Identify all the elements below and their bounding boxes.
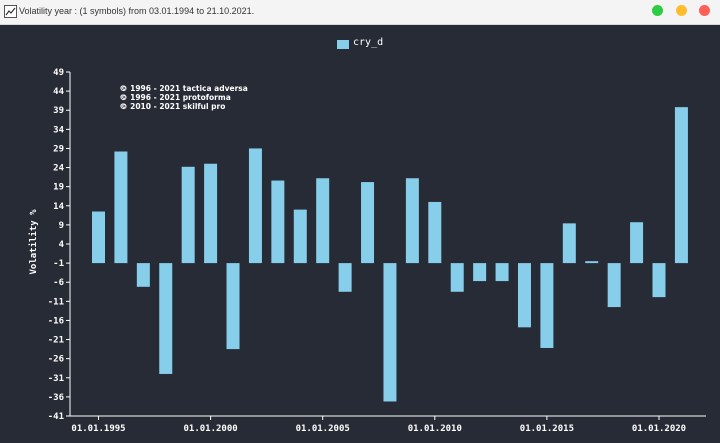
bar [428, 201, 442, 264]
bar [271, 180, 285, 264]
bar-chart: 49 44 39 34 29 24 19 14 9 4 -1 -6 -11 -16 -21 -26 -31 -36… [28, 68, 706, 434]
y-tick-label: 14 [53, 202, 64, 212]
copyright-symbol-icon [120, 85, 126, 91]
y-tick-label: -41 [48, 412, 64, 422]
x-tick-label: 01.01.2005 [296, 424, 350, 434]
chart-icon [4, 5, 17, 18]
y-axis-label: Volatility % [28, 209, 39, 275]
bar [136, 263, 150, 287]
y-tick-label: 49 [53, 68, 64, 78]
y-tick-label: 39 [53, 106, 64, 116]
y-tick-label: 4 [59, 240, 65, 250]
copyright-line: © 1996 - 2021 tactica adversa [120, 84, 248, 93]
bar [226, 263, 240, 350]
legend-label: cry_d [353, 37, 384, 48]
bar [293, 209, 307, 264]
copyright-symbol-icon [120, 103, 126, 109]
bar [204, 163, 218, 264]
bar [652, 263, 666, 298]
bar [630, 222, 644, 264]
x-tick-label: 01.01.2015 [520, 424, 574, 434]
x-tick-label: 01.01.2020 [632, 424, 686, 434]
copyright-symbol-icon [120, 94, 126, 100]
bar [585, 261, 599, 264]
y-tick-label: 34 [53, 125, 64, 135]
copyright-line: © 2010 - 2021 skilful pro [120, 102, 226, 111]
bar [607, 263, 621, 308]
window-close-button[interactable] [652, 5, 663, 16]
bar [517, 263, 531, 328]
legend-swatch [337, 40, 349, 49]
bar [361, 182, 375, 264]
y-tick-label: -6 [53, 278, 64, 288]
bar [338, 263, 352, 292]
bar [405, 178, 419, 264]
y-tick-label: -21 [48, 336, 64, 346]
y-tick-label: 19 [53, 183, 64, 193]
y-tick-label: -11 [48, 297, 64, 307]
bar [159, 263, 173, 374]
bar [181, 166, 195, 264]
window-maximize-button[interactable] [699, 5, 710, 16]
y-tick-label: 9 [59, 221, 64, 231]
window-minimize-button[interactable] [676, 5, 687, 16]
y-tick-label: -1 [53, 259, 64, 269]
bar [674, 107, 688, 264]
x-tick-label: 01.01.2010 [408, 424, 462, 434]
bar [495, 263, 509, 282]
bar [473, 263, 487, 282]
y-tick-label: -36 [48, 393, 64, 403]
bar [92, 211, 105, 264]
x-tick-label: 01.01.2000 [184, 424, 238, 434]
bar [562, 223, 576, 264]
bar [114, 151, 128, 264]
y-tick-label: 29 [53, 144, 64, 154]
y-tick-label: 24 [53, 164, 64, 174]
y-tick-label: -26 [48, 355, 64, 365]
chart-area: 49 44 39 34 29 24 19 14 9 4 -1 -6 -11 -16 -21 -26 -31 -36… [0, 25, 720, 443]
bar [316, 178, 330, 264]
copyright-line: © 1996 - 2021 protoforma [120, 93, 231, 102]
bar [540, 263, 554, 348]
x-tick-label: 01.01.1995 [71, 424, 125, 434]
window-titlebar: Volatility year : (1 symbols) from 03.01… [0, 0, 720, 25]
bar [248, 148, 262, 264]
bar [450, 263, 464, 292]
y-tick-label: -16 [48, 316, 64, 326]
y-tick-label: 44 [53, 87, 64, 97]
y-tick-label: -31 [48, 374, 64, 384]
bar [383, 263, 397, 402]
window-title: Volatility year : (1 symbols) from 03.01… [19, 6, 255, 16]
